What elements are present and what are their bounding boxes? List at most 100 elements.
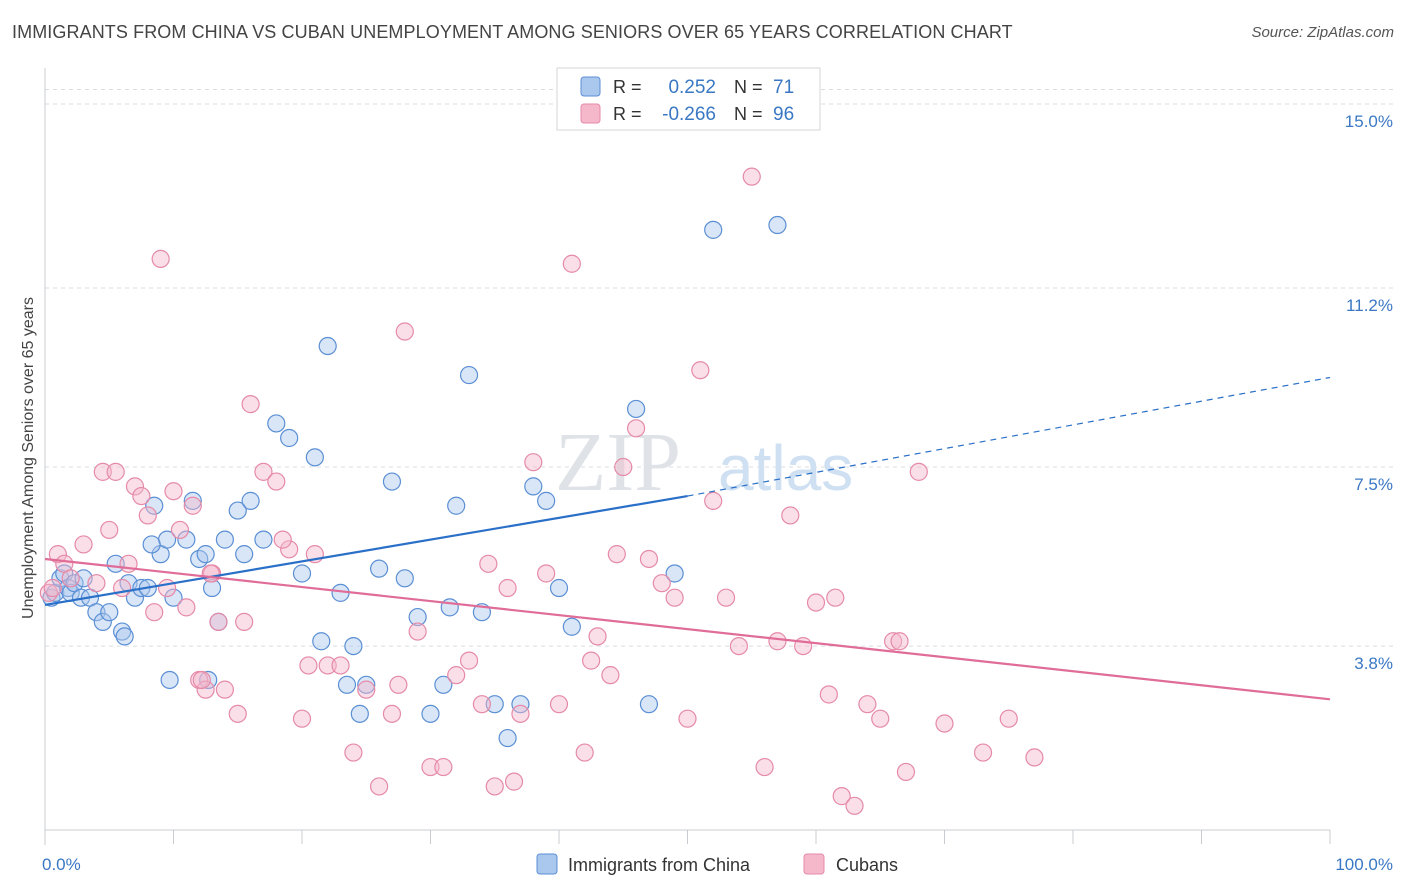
cuba-point-32 xyxy=(292,709,312,728)
legend-n-value-cuba: 96 xyxy=(773,104,794,125)
y-tick-labels: 3.8% 7.5% 11.2% 15.0% xyxy=(1345,112,1393,673)
cuba-point-77 xyxy=(871,709,890,728)
china-point-52 xyxy=(498,728,517,748)
china-point-70 xyxy=(440,598,459,617)
legend-bottom-label-cuba: Cubans xyxy=(836,855,898,875)
watermark-atlas: atlas xyxy=(718,432,853,504)
cuba-point-17 xyxy=(157,578,177,598)
cuba-point-63 xyxy=(691,361,710,380)
china-point-41 xyxy=(357,675,376,694)
cuba-point-28 xyxy=(241,395,260,414)
china-point-69 xyxy=(350,704,369,723)
series-cuba-points xyxy=(39,167,1044,815)
cuba-point-92 xyxy=(582,651,601,670)
china-point-11 xyxy=(93,612,112,631)
cuba-point-68 xyxy=(755,757,774,777)
cuba-point-15 xyxy=(145,603,164,622)
cuba-point-36 xyxy=(344,743,363,762)
cuba-point-70 xyxy=(781,506,800,525)
y-tick-label-1: 7.5% xyxy=(1354,475,1393,494)
cuba-point-80 xyxy=(909,462,928,481)
cuba-point-87 xyxy=(479,554,498,573)
cuba-point-52 xyxy=(549,695,569,714)
trend-line-china-extension xyxy=(687,376,1331,497)
cuba-point-93 xyxy=(607,545,626,564)
cuba-point-83 xyxy=(999,709,1018,728)
cuba-point-58 xyxy=(626,419,646,438)
china-point-63 xyxy=(115,627,134,646)
china-point-58 xyxy=(626,399,646,419)
china-point-19 xyxy=(145,496,164,515)
legend-n-label-cuba: N = xyxy=(734,104,763,124)
trend-line-china xyxy=(44,494,688,607)
cuba-point-65 xyxy=(716,588,736,607)
cuba-point-34 xyxy=(318,656,337,675)
cuba-point-86 xyxy=(273,530,292,549)
china-point-61 xyxy=(704,220,723,239)
y-tick-label-0: 3.8% xyxy=(1354,654,1393,673)
trend-lines xyxy=(44,376,1331,701)
cuba-point-73 xyxy=(819,685,838,704)
cuba-point-42 xyxy=(421,757,440,777)
cuba-point-79 xyxy=(896,762,916,782)
cuba-point-8 xyxy=(100,520,119,540)
cuba-point-14 xyxy=(138,506,157,525)
china-point-42 xyxy=(370,559,389,578)
cuba-point-74 xyxy=(832,787,851,806)
cuba-point-51 xyxy=(537,564,556,583)
cuba-point-59 xyxy=(639,549,659,569)
cuba-point-76 xyxy=(858,695,877,714)
china-point-43 xyxy=(382,472,402,491)
china-point-55 xyxy=(537,491,556,510)
china-point-31 xyxy=(235,545,254,564)
china-point-46 xyxy=(421,704,440,723)
china-point-10 xyxy=(87,603,106,622)
china-point-49 xyxy=(459,365,479,385)
legend-bottom-label-china: Immigrants from China xyxy=(568,855,751,875)
series-china-points xyxy=(42,215,787,748)
cuba-point-60 xyxy=(652,574,671,593)
cuba-point-1 xyxy=(43,578,62,598)
cuba-point-43 xyxy=(434,757,453,777)
china-point-53 xyxy=(511,695,530,714)
china-point-60 xyxy=(665,564,684,583)
cuba-point-69 xyxy=(768,632,787,651)
legend-swatch-cuba xyxy=(580,103,601,124)
cuba-point-35 xyxy=(331,656,350,675)
cuba-point-90 xyxy=(192,670,211,690)
china-point-29 xyxy=(215,530,234,549)
cuba-point-61 xyxy=(665,588,684,607)
cuba-point-21 xyxy=(183,496,202,515)
y-tick-label-2: 11.2% xyxy=(1346,296,1393,315)
cuba-point-49 xyxy=(511,704,530,723)
cuba-point-23 xyxy=(196,680,215,699)
cuba-point-54 xyxy=(575,743,594,762)
cuba-point-96 xyxy=(201,564,220,583)
cuba-point-37 xyxy=(357,680,376,699)
china-point-22 xyxy=(164,588,183,607)
chart-source: Source: ZipAtlas.com xyxy=(1251,24,1394,41)
chart-title: IMMIGRANTS FROM CHINA VS CUBAN UNEMPLOYM… xyxy=(12,22,1013,42)
cuba-point-75 xyxy=(845,796,864,815)
legend-r-value-cuba: -0.266 xyxy=(662,104,716,125)
china-point-67 xyxy=(312,632,331,651)
cuba-point-91 xyxy=(299,656,318,675)
china-point-38 xyxy=(318,336,337,356)
china-point-65 xyxy=(160,670,179,690)
china-point-47 xyxy=(434,675,453,694)
cuba-point-82 xyxy=(973,743,993,762)
china-point-54 xyxy=(524,477,543,496)
cuba-point-30 xyxy=(267,472,286,491)
cuba-point-4 xyxy=(61,569,80,588)
legend-n-value-china: 71 xyxy=(773,77,794,98)
china-point-44 xyxy=(395,569,414,588)
cuba-point-20 xyxy=(177,598,196,617)
china-point-32 xyxy=(241,491,260,510)
trend-line-cuba xyxy=(44,557,1331,701)
cuba-point-41 xyxy=(408,622,427,641)
cuba-point-26 xyxy=(215,680,234,699)
y-axis-label: Unemployment Among Seniors over 65 years xyxy=(20,297,37,619)
cuba-point-55 xyxy=(588,627,607,646)
cuba-point-57 xyxy=(614,457,633,477)
cuba-point-9 xyxy=(106,462,125,481)
